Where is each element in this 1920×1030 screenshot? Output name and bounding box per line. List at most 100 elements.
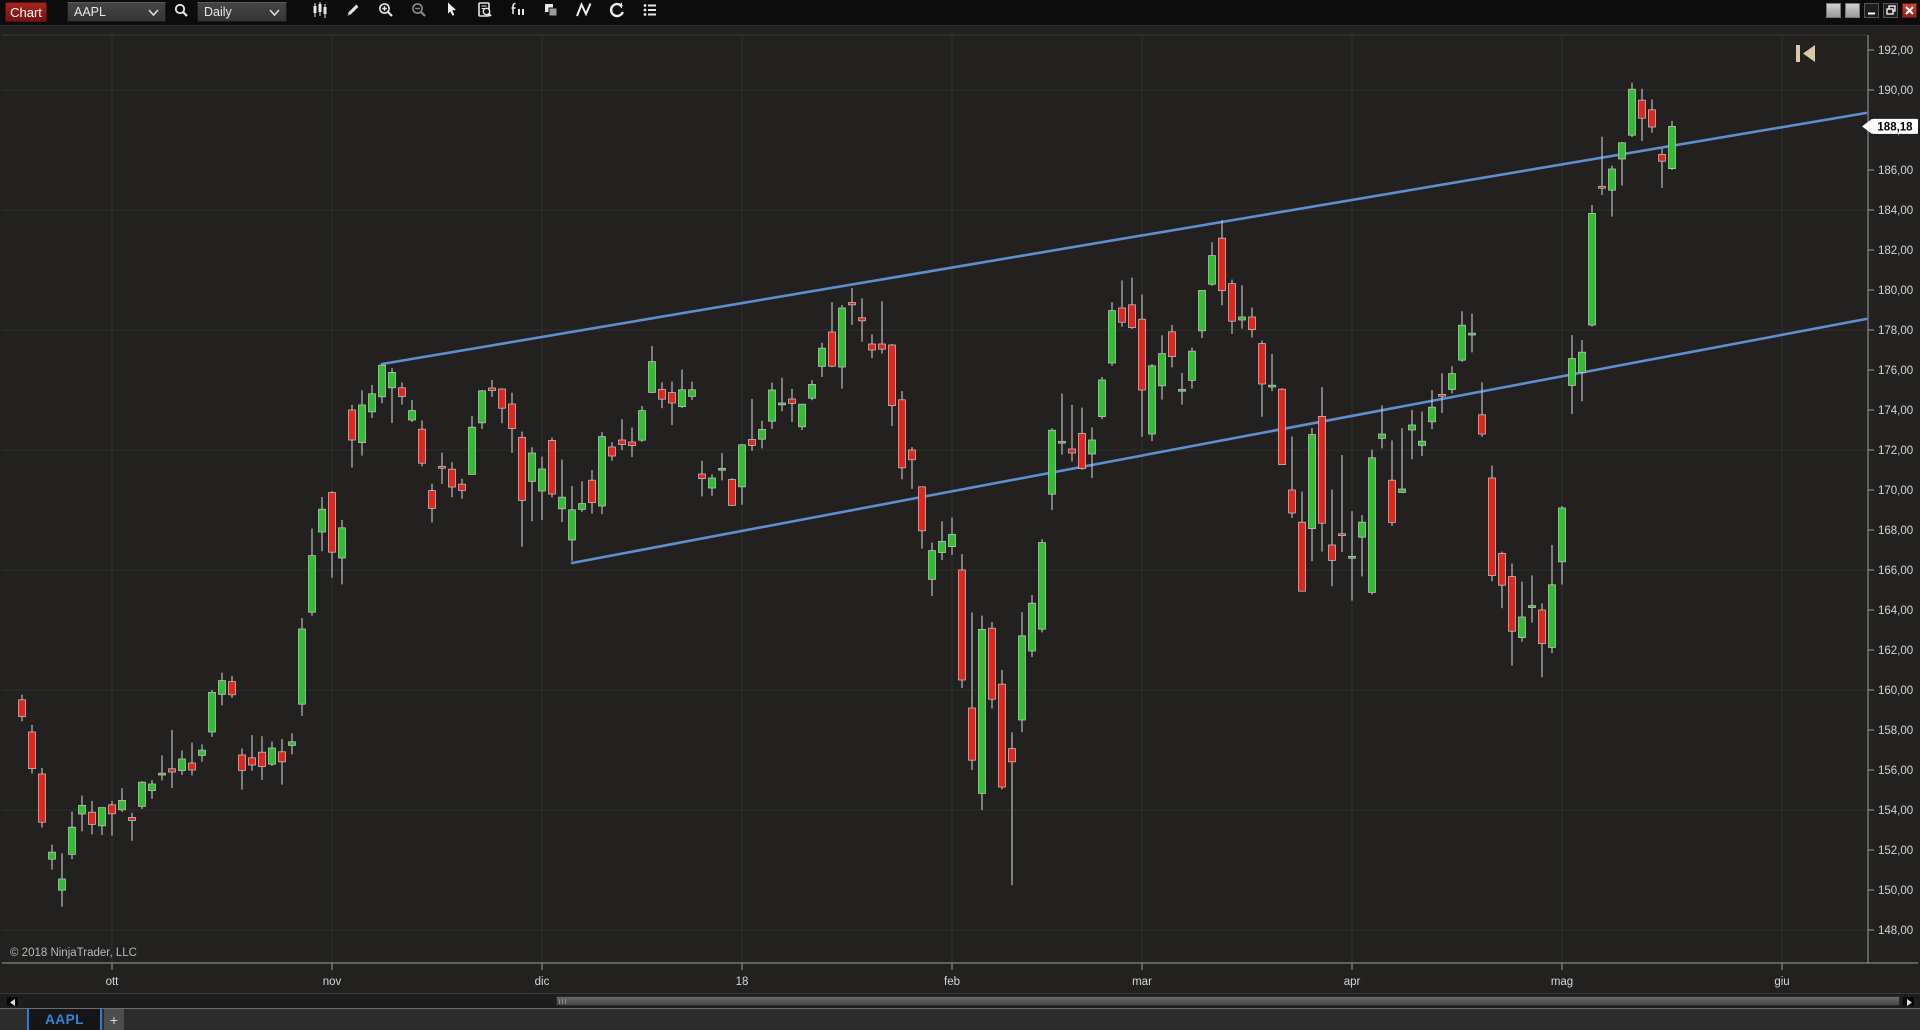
candle-body <box>1418 440 1426 446</box>
candle-body <box>228 681 236 696</box>
candle <box>1548 544 1556 654</box>
candle-body <box>308 555 316 613</box>
restore-button[interactable] <box>1883 3 1898 18</box>
chart-trader-button[interactable] <box>473 1 497 23</box>
candle <box>1158 335 1166 400</box>
candle <box>168 730 176 788</box>
candle <box>768 382 776 429</box>
scroll-right-button[interactable] <box>1903 997 1914 1006</box>
zoom-out-button[interactable] <box>407 1 431 23</box>
candle <box>1018 612 1026 733</box>
candle <box>1468 313 1476 353</box>
candle <box>988 622 996 709</box>
candle <box>398 382 406 405</box>
price-tick-label: 154,00 <box>1878 805 1913 817</box>
scroll-left-button[interactable] <box>7 997 18 1006</box>
candle <box>508 392 516 453</box>
horizontal-scrollbar[interactable] <box>0 993 1920 1008</box>
candle-body <box>168 768 176 773</box>
instrument-link-button[interactable] <box>1826 3 1841 18</box>
candle <box>1348 511 1356 601</box>
candle <box>658 382 666 409</box>
candle-body <box>568 509 576 541</box>
instrument-combobox[interactable]: AAPL <box>67 2 166 22</box>
candle-body <box>208 692 216 733</box>
candle-body <box>1068 448 1076 454</box>
candle <box>558 459 566 522</box>
channel-lower-line[interactable] <box>570 317 1868 565</box>
candle-body <box>1408 424 1416 431</box>
candle-body <box>1448 373 1456 390</box>
price-tick-label: 184,00 <box>1878 205 1913 217</box>
candle-body <box>138 781 146 807</box>
tab-aapl[interactable]: AAPL <box>27 1009 102 1030</box>
candle-body <box>678 389 686 407</box>
indicators-button[interactable] <box>506 1 530 23</box>
interval-combobox[interactable]: Daily <box>197 2 287 22</box>
candle-body <box>1058 440 1066 444</box>
candle-body <box>18 699 26 717</box>
candle <box>1368 449 1376 595</box>
candle-body <box>628 441 636 446</box>
candle-body <box>38 773 46 823</box>
candle-body <box>968 707 976 761</box>
candle-body <box>1118 307 1126 323</box>
time-tick-label: mar <box>1132 976 1152 988</box>
zoom-in-button[interactable] <box>374 1 398 23</box>
candle-body <box>458 483 466 491</box>
candle <box>1558 506 1566 585</box>
close-button[interactable] <box>1902 3 1917 18</box>
candle <box>638 406 646 442</box>
minimize-button[interactable] <box>1864 3 1879 18</box>
candle <box>1218 220 1226 306</box>
candle-body <box>1498 553 1506 586</box>
candle-body <box>1318 415 1326 524</box>
instrument-search-button[interactable] <box>169 1 193 23</box>
candle <box>758 420 766 449</box>
interval-link-button[interactable] <box>1845 3 1860 18</box>
candle-body <box>448 468 456 488</box>
candle <box>898 391 906 480</box>
candle <box>1638 88 1646 141</box>
candle <box>1458 311 1466 362</box>
objects-button[interactable] <box>539 1 563 23</box>
autoscroll-bar <box>1796 45 1800 62</box>
drawing-tools-button[interactable] <box>341 1 365 23</box>
candle <box>668 381 676 425</box>
marker-box <box>1872 118 1918 134</box>
candle-body <box>998 683 1006 788</box>
cursor-button[interactable] <box>440 1 464 23</box>
plot-background <box>0 25 1920 993</box>
candle <box>1668 120 1676 170</box>
time-tick-label: feb <box>944 976 960 988</box>
candle-body <box>218 680 226 695</box>
candle <box>1308 428 1316 562</box>
candle-body <box>298 628 306 705</box>
candle <box>1498 551 1506 609</box>
trend-channel-button[interactable] <box>572 1 596 23</box>
candle <box>1108 302 1116 366</box>
last-price-marker: 188,18 <box>1862 118 1918 134</box>
candle-body <box>1088 439 1096 455</box>
candle <box>548 437 556 498</box>
candle-body <box>1258 343 1266 385</box>
time-tick-label: 18 <box>736 976 749 988</box>
add-tab-button[interactable]: + <box>104 1009 124 1030</box>
properties-button[interactable] <box>638 1 662 23</box>
autoscroll-marker-icon[interactable] <box>1796 45 1815 62</box>
interval-value: Daily <box>204 5 232 19</box>
candle <box>428 483 436 523</box>
candle <box>1378 405 1386 449</box>
candle <box>1328 489 1336 587</box>
scrollbar-thumb[interactable] <box>556 996 1900 1006</box>
candle <box>318 497 326 552</box>
candle <box>1198 289 1206 338</box>
chart-window-button[interactable]: Chart <box>5 2 47 22</box>
candle <box>618 419 626 450</box>
candle <box>1288 436 1296 518</box>
candle-body <box>1078 432 1086 469</box>
candle <box>578 481 586 512</box>
reload-button[interactable] <box>605 1 629 23</box>
bar-type-button[interactable] <box>308 1 332 23</box>
